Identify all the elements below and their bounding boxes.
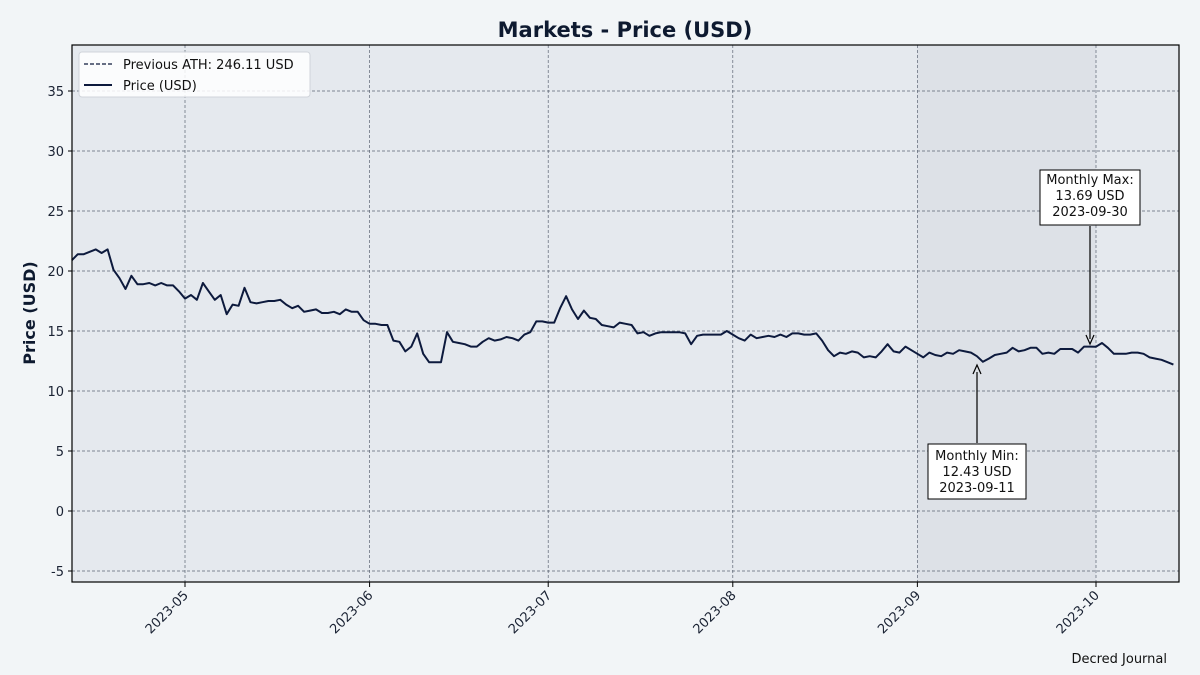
y-axis-ticks: -5 0 5 10 15 20 25 30 35 [47, 85, 72, 580]
highlight-september-region [917, 45, 1096, 582]
y-tick-label: 30 [47, 145, 64, 160]
max-date: 2023-09-30 [1052, 205, 1128, 220]
max-label: Monthly Max: [1046, 173, 1133, 188]
y-tick-label: 25 [47, 205, 64, 220]
x-tick-label: 2023-09 [875, 588, 924, 637]
y-tick-label: -5 [51, 565, 64, 580]
x-tick-label: 2023-05 [143, 588, 192, 637]
legend-ath-label: Previous ATH: 246.11 USD [123, 58, 294, 73]
x-tick-label: 2023-06 [327, 588, 376, 637]
y-tick-label: 20 [47, 265, 64, 280]
y-axis-label: Price (USD) [20, 261, 39, 364]
min-value: 12.43 USD [942, 465, 1011, 480]
max-value: 13.69 USD [1055, 189, 1124, 204]
min-date: 2023-09-11 [939, 481, 1015, 496]
plot-frame [71, 44, 1180, 583]
legend-price-label: Price (USD) [123, 79, 197, 94]
chart-title: Markets - Price (USD) [498, 18, 753, 42]
x-tick-label: 2023-07 [506, 588, 555, 637]
legend: Previous ATH: 246.11 USD Price (USD) [78, 51, 311, 98]
y-tick-label: 10 [47, 385, 64, 400]
annotation-monthly-max: Monthly Max: 13.69 USD 2023-09-30 [1039, 169, 1141, 346]
x-tick-label: 2023-10 [1054, 588, 1103, 637]
y-tick-label: 0 [56, 505, 64, 520]
min-label: Monthly Min: [935, 449, 1019, 464]
y-tick-label: 15 [47, 325, 64, 340]
x-tick-label: 2023-08 [691, 588, 740, 637]
annotation-monthly-min: Monthly Min: 12.43 USD 2023-09-11 [927, 363, 1027, 500]
y-tick-label: 35 [47, 85, 64, 100]
y-tick-label: 5 [56, 445, 64, 460]
x-axis-ticks: 2023-05 2023-06 2023-07 2023-08 2023-09 2023-… [143, 582, 1103, 637]
credit-text: Decred Journal [1071, 652, 1167, 667]
price-series-line [71, 248, 1174, 366]
